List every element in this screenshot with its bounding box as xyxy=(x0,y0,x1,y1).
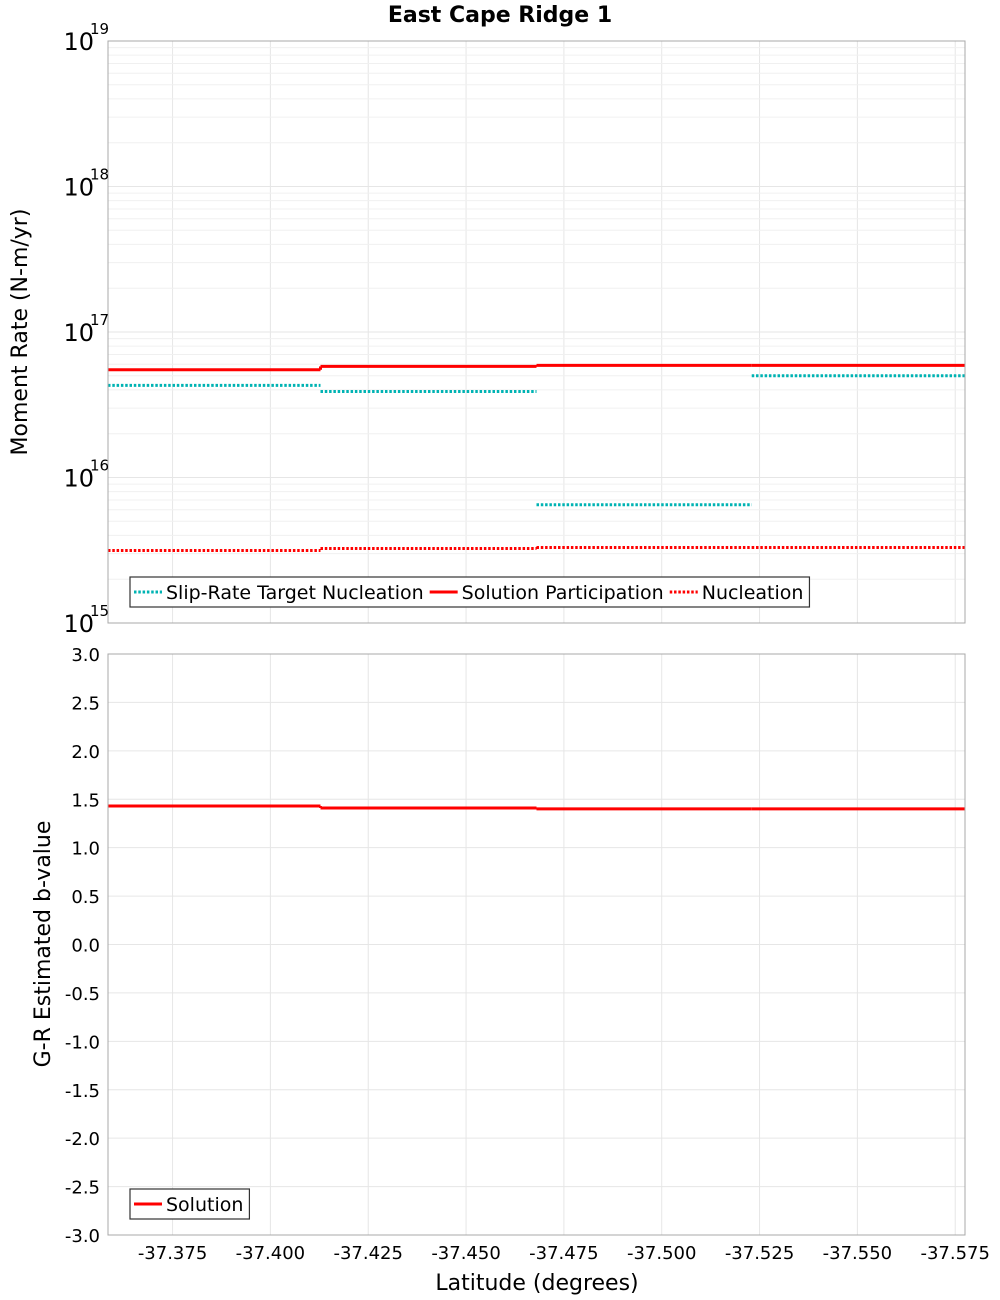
y-tick-label: 3.0 xyxy=(71,645,100,666)
y-tick-label: -1.0 xyxy=(65,1032,100,1053)
y-tick-label: -2.0 xyxy=(65,1129,100,1150)
x-tick-label: -37.400 xyxy=(236,1243,305,1264)
series-nucleation xyxy=(108,546,965,552)
b-value-panel: 3.0 2.5 2.0 1.5 1.0 0.5 0.0 -0.5 -1.0 -1.5 -2.0 -2.… xyxy=(31,645,966,1247)
x-axis-label: Latitude (degrees) xyxy=(435,1271,638,1296)
b-value-y-ticks: 3.0 2.5 2.0 1.5 1.0 0.5 0.0 -0.5 -1.0 -1.5 -2.0 -2.… xyxy=(65,645,100,1247)
y-tick-base: 10 xyxy=(63,174,94,202)
y-tick-exponent: 15 xyxy=(90,602,109,620)
series-solution-participation xyxy=(108,363,965,372)
x-tick-label: -37.375 xyxy=(138,1243,207,1264)
legend-label: Nucleation xyxy=(702,582,804,604)
y-tick-base: 10 xyxy=(63,610,94,638)
moment-grid xyxy=(108,40,965,624)
b-value-grid xyxy=(108,653,965,1236)
x-tick-label: -37.500 xyxy=(627,1243,696,1264)
y-tick-label: -1.5 xyxy=(65,1081,100,1102)
x-tick-label: -37.550 xyxy=(823,1243,892,1264)
x-axis-ticks: -37.375 -37.400 -37.425 -37.450 -37.475 -37.5… xyxy=(138,1243,990,1264)
moment-plot-frame xyxy=(107,40,966,624)
legend-label: Solution Participation xyxy=(462,582,664,604)
y-tick-label: 0.5 xyxy=(71,887,100,908)
y-tick-label: 2.5 xyxy=(71,693,100,714)
x-tick-label: -37.450 xyxy=(431,1243,500,1264)
series-slip-rate-target-nucleation xyxy=(108,374,965,507)
x-tick-label: -37.575 xyxy=(920,1243,989,1264)
legend-label: Slip-Rate Target Nucleation xyxy=(166,582,424,604)
y-tick-exponent: 17 xyxy=(90,311,109,329)
moment-series-group xyxy=(108,363,965,552)
y-tick-label: -3.0 xyxy=(65,1226,100,1247)
moment-y-axis-label: Moment Rate (N-m/yr) xyxy=(8,209,33,456)
b-value-y-axis-label: G-R Estimated b-value xyxy=(31,821,56,1068)
y-tick-exponent: 19 xyxy=(90,20,109,38)
series-solution xyxy=(108,804,965,811)
legend-label: Solution xyxy=(166,1194,243,1216)
x-tick-label: -37.475 xyxy=(529,1243,598,1264)
moment-legend: Slip-Rate Target Nucleation Solution Part… xyxy=(129,576,811,608)
b-value-legend: Solution xyxy=(129,1188,251,1220)
y-tick-base: 10 xyxy=(63,28,94,56)
x-tick-label: -37.525 xyxy=(725,1243,794,1264)
y-tick-label: 2.0 xyxy=(71,742,100,763)
y-tick-label: 1.5 xyxy=(71,790,100,811)
b-value-series-group xyxy=(108,804,965,811)
chart-title: East Cape Ridge 1 xyxy=(388,3,612,28)
y-tick-base: 10 xyxy=(63,319,94,347)
y-tick-label: -2.5 xyxy=(65,1178,100,1199)
y-tick-label: -0.5 xyxy=(65,984,100,1005)
y-tick-base: 10 xyxy=(63,465,94,493)
b-value-plot-frame xyxy=(107,653,966,1236)
x-tick-label: -37.425 xyxy=(333,1243,402,1264)
y-tick-exponent: 18 xyxy=(90,166,109,184)
y-tick-exponent: 16 xyxy=(90,457,109,475)
y-tick-label: 0.0 xyxy=(71,936,100,957)
y-tick-label: 1.0 xyxy=(71,839,100,860)
